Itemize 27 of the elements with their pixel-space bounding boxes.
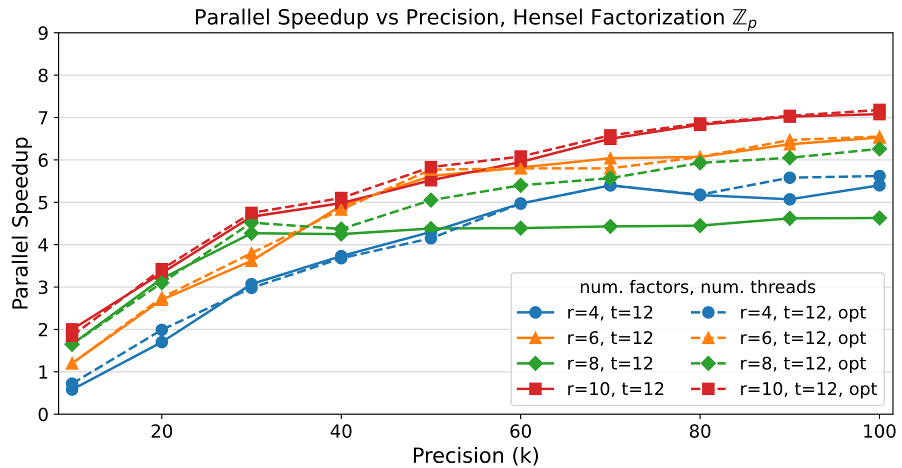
- y-tick-label: 2: [38, 322, 48, 336]
- legend-label: r=8, t=12, opt: [741, 356, 866, 374]
- y-tick-label: 7: [38, 111, 48, 124]
- legend-label: r=8, t=12: [568, 356, 652, 372]
- y-tick-label: 9: [38, 26, 48, 40]
- legend-label: r=4, t=12, opt: [741, 306, 866, 322]
- x-tick-label: 80: [690, 424, 710, 438]
- legend-label: r=6, t=12: [568, 331, 652, 346]
- y-tick-label: 3: [38, 280, 48, 294]
- x-tick-label: 20: [152, 424, 172, 438]
- legend-label: r=4, t=12: [568, 306, 652, 321]
- x-axis-title: Precision (k): [414, 446, 538, 466]
- y-tick-label: 4: [38, 238, 48, 252]
- x-tick-label: 40: [330, 424, 352, 438]
- y-tick-label: 5: [38, 196, 48, 210]
- y-axis-title: Parallel Speedup: [12, 137, 32, 309]
- legend-label: r=6, t=12, opt: [741, 331, 866, 348]
- y-tick-label: 1: [39, 365, 48, 379]
- y-tick-label: 6: [38, 153, 48, 168]
- legend-label: r=10, t=12: [568, 382, 664, 397]
- y-tick-label: 8: [38, 68, 48, 82]
- y-tick-label: 0: [38, 408, 48, 422]
- chart-title: Parallel Speedup vs Precision, Hensel Factorization ℤ$_{p}$: [196, 8, 756, 31]
- legend-label: r=10, t=12, opt: [741, 382, 877, 399]
- legend-title: num. factors, num. threads: [580, 280, 816, 296]
- x-tick-label: 60: [510, 424, 531, 438]
- x-tick-label: 100: [864, 424, 896, 438]
